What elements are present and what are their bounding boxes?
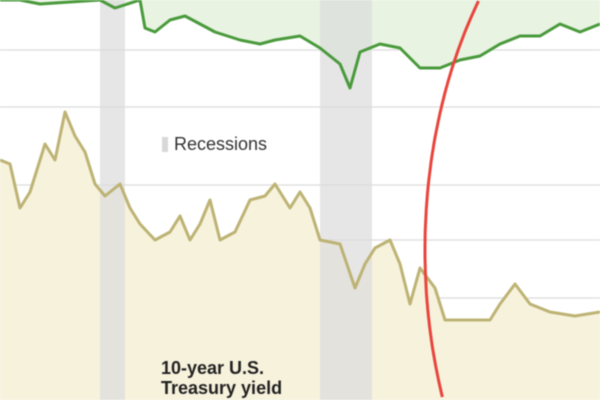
- series-label-line2: Treasury yield: [161, 378, 283, 398]
- treasury-series-line: [0, 110, 600, 322]
- treasury-series-fill: [0, 112, 600, 400]
- green-series-line: [0, 0, 600, 90]
- recession-swatch: [162, 137, 168, 152]
- series-label-line1: 10-year U.S.: [161, 358, 265, 378]
- series-label-treasury: 10-year U.S. Treasury yield: [161, 358, 361, 398]
- recession-band: [320, 0, 372, 400]
- highlight-circle: [423, 0, 480, 398]
- green-series-fill: [0, 0, 600, 88]
- legend-recessions-label: Recessions: [174, 134, 268, 154]
- legend-recessions: Recessions: [162, 134, 267, 155]
- recession-band: [100, 0, 125, 400]
